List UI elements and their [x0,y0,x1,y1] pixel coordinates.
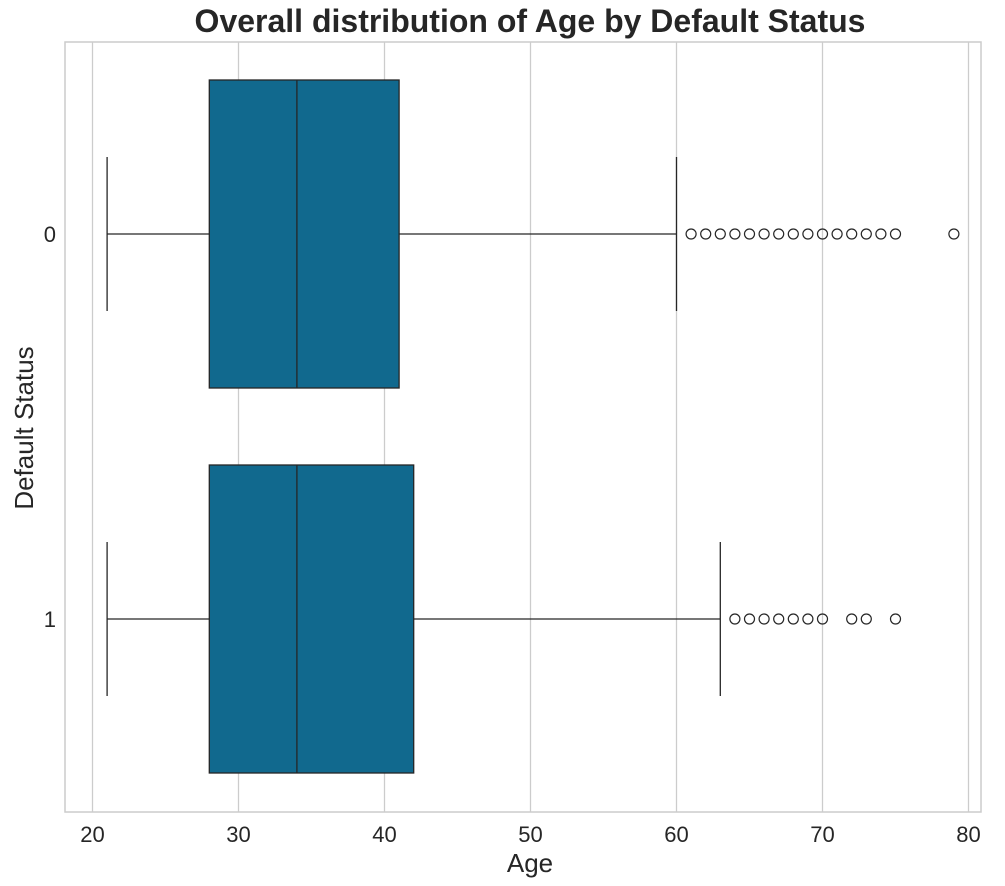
x-tick-label: 60 [664,822,688,847]
outlier-point [889,228,902,240]
iqr-box [208,79,400,389]
outlier-point [743,613,756,625]
outlier-point [729,613,741,625]
chart-title: Overall distribution of Age by Default S… [195,3,866,39]
outlier-point [773,613,785,625]
outlier-point [685,228,697,240]
outlier-point [729,228,741,240]
outlier-point [787,613,799,625]
outlier-point [743,228,756,240]
plot-frame [64,41,982,813]
x-tick-label: 20 [80,822,104,847]
outlier-point [816,613,829,625]
outlier-point [773,228,785,240]
outlier-point [860,228,872,240]
x-tick-label: 30 [226,822,250,847]
x-tick-label: 50 [518,822,542,847]
box-group-0 [106,79,960,389]
outlier-point [875,228,887,240]
y-axis-label: Default Status [9,346,39,509]
y-tick-label: 0 [44,222,56,247]
outlier-point [948,228,960,240]
x-tick-label: 80 [956,822,980,847]
outlier-point [700,228,712,240]
x-axis-label: Age [507,848,553,878]
outlier-point [846,228,858,240]
outlier-point [802,228,814,240]
y-tick-label: 1 [44,607,56,632]
outlier-point [831,228,843,240]
box-layer [106,79,960,774]
x-tick-label: 70 [810,822,834,847]
outlier-point [816,228,829,240]
box-group-1 [106,464,902,774]
outlier-point [889,613,902,625]
outlier-point [802,613,814,625]
x-tick-label: 40 [372,822,396,847]
outlier-point [758,228,770,240]
outlier-point [846,613,858,625]
outlier-point [860,613,872,625]
outlier-point [758,613,770,625]
outlier-point [787,228,799,240]
iqr-box [208,464,415,774]
tick-layer: 20 30 40 50 60 70 80 0 1 [44,222,981,847]
outlier-point [714,228,726,240]
